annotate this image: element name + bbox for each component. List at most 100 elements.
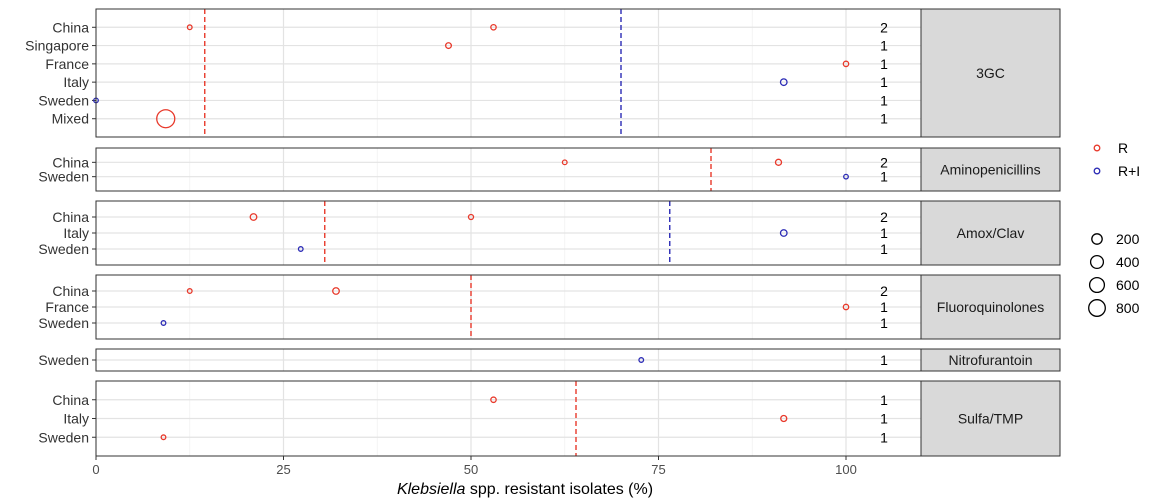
row-count: 1: [880, 92, 888, 108]
row-label-china: China: [52, 392, 89, 408]
legend: R R+I 200 400 600 800: [1088, 140, 1140, 317]
size-legend-key: [1088, 276, 1106, 294]
row-label-sweden: Sweden: [38, 429, 89, 445]
row-count: 1: [880, 299, 888, 315]
row-count: 1: [880, 241, 888, 257]
data-point-r: [490, 396, 497, 404]
panel-fluoroquinolones: China 2 France 1 Sweden 1 Fluoroquinolones: [38, 274, 1061, 340]
row-count: 1: [880, 56, 888, 72]
size-legend-key: [1089, 254, 1105, 270]
data-point-r: [332, 287, 340, 295]
size-legend-label: 600: [1116, 277, 1140, 293]
panel-amox-clav: China 2 Italy 1 Sweden 1 Amox/Clav: [38, 200, 1061, 266]
x-tick-label: 75: [651, 462, 665, 477]
facet-strip: [920, 274, 1061, 340]
data-point-r: [467, 213, 475, 221]
row-count: 1: [880, 169, 888, 185]
row-label-china: China: [52, 209, 89, 225]
row-count: 1: [880, 352, 888, 368]
row-label-sweden: Sweden: [38, 315, 89, 331]
facet-label-nitrofurantoin: Nitrofurantoin: [948, 352, 1032, 368]
row-count: 2: [880, 154, 888, 170]
row-count: 1: [880, 225, 888, 241]
row-label-sweden: Sweden: [38, 352, 89, 368]
row-label-italy: Italy: [63, 225, 89, 241]
row-label-china: China: [52, 154, 89, 170]
size-legend-label: 800: [1116, 300, 1140, 316]
row-label-mixed: Mixed: [52, 111, 89, 127]
data-point-r-i: [779, 229, 788, 237]
data-point-r: [160, 434, 167, 441]
data-point-r-i: [843, 173, 849, 180]
row-label-sweden: Sweden: [38, 92, 89, 108]
row-count: 2: [880, 209, 888, 225]
row-label-italy: Italy: [63, 74, 89, 90]
data-point-r: [249, 213, 258, 221]
x-axis-label: Klebsiella spp. resistant isolates (%): [397, 481, 653, 498]
data-point-r: [842, 303, 850, 311]
data-point-r: [186, 24, 193, 31]
facet-label-3gc: 3GC: [976, 65, 1005, 81]
data-point-r: [156, 109, 176, 129]
x-tick-label: 25: [276, 462, 290, 477]
size-legend-key: [1088, 299, 1106, 317]
size-legend-key: [1091, 233, 1103, 245]
row-label-china: China: [52, 19, 89, 35]
data-point-r: [490, 23, 497, 31]
data-point-r-i: [160, 320, 167, 326]
row-count: 1: [880, 111, 888, 127]
row-count: 1: [880, 411, 888, 427]
row-count: 1: [880, 38, 888, 54]
data-point-r-i: [638, 357, 645, 363]
x-tick-label: 50: [464, 462, 478, 477]
data-point-r: [780, 414, 788, 423]
data-point-r: [186, 288, 193, 294]
panel-aminopenicillins: China 2 Sweden 1 Aminopenicillins: [38, 147, 1061, 192]
row-count: 2: [880, 19, 888, 35]
data-point-r: [774, 158, 783, 166]
legend-key-r-i: [1093, 167, 1101, 175]
row-label-france: France: [45, 299, 89, 315]
legend-key-r: [1093, 144, 1101, 152]
facet-label-sulfa-tmp: Sulfa/TMP: [958, 411, 1023, 427]
panel-3gc: China 2 Singapore 1 France 1 Italy 1 Sweden 1 Mixe…: [25, 8, 1061, 138]
x-tick-label: 0: [92, 462, 99, 477]
row-label-singapore: Singapore: [25, 38, 89, 54]
data-point-r-i: [779, 78, 788, 87]
row-label-france: France: [45, 56, 89, 72]
facet-label-aminopenicillins: Aminopenicillins: [940, 162, 1040, 178]
data-point-r: [561, 159, 568, 166]
panel-background: [96, 9, 921, 137]
facet-label-fluoroquinolones: Fluoroquinolones: [937, 299, 1044, 315]
size-legend-label: 400: [1116, 254, 1140, 270]
facet-strip: [920, 380, 1061, 457]
row-count: 1: [880, 392, 888, 408]
row-count: 2: [880, 283, 888, 299]
row-label-sweden: Sweden: [38, 241, 89, 257]
row-count: 1: [880, 315, 888, 331]
row-label-sweden: Sweden: [38, 169, 89, 185]
row-label-italy: Italy: [63, 411, 89, 427]
panel-nitrofurantoin: Sweden 1 Nitrofurantoin: [38, 348, 1061, 372]
facet-label-amox-clav: Amox/Clav: [957, 225, 1025, 241]
facet-strip: [920, 147, 1061, 192]
facet-strip: [920, 8, 1061, 138]
legend-label-r: R: [1118, 140, 1128, 156]
x-axis: 0 25 50 75 100: [92, 456, 857, 477]
data-point-r-i: [297, 246, 304, 252]
row-label-china: China: [52, 283, 89, 299]
size-legend-label: 200: [1116, 231, 1140, 247]
row-count: 1: [880, 74, 888, 90]
panel-background: [96, 148, 921, 191]
x-axis-label-rest: spp. resistant isolates (%): [465, 481, 653, 498]
x-axis-label-italic: Klebsiella: [397, 481, 466, 498]
data-point-r: [445, 42, 452, 50]
panels: China 2 Singapore 1 France 1 Italy 1 Sweden 1 Mixe…: [25, 8, 1061, 457]
x-tick-label: 100: [835, 462, 857, 477]
data-point-r: [842, 60, 850, 68]
legend-label-r-i: R+I: [1118, 163, 1140, 179]
panel-sulfa-tmp: China 1 Italy 1 Sweden 1 Sulfa/TMP: [38, 380, 1061, 457]
facet-strip: [920, 200, 1061, 266]
row-count: 1: [880, 429, 888, 445]
